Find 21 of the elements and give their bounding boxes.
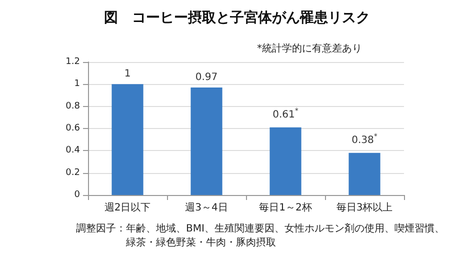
data-label: 0.97 [195,72,218,83]
y-tick-label: 0.4 [66,146,80,156]
chart-title: 図 コーヒー摂取と子宮体がん罹患リスク [104,9,370,26]
y-tick-label: 0.6 [66,124,80,134]
y-tick-label: 1 [74,79,80,90]
bar [112,84,144,195]
x-tick-label: 毎日1～2杯 [259,202,312,214]
x-tick-label: 毎日3杯以上 [336,202,393,214]
y-tick-label: 0 [74,190,80,200]
y-tick-label: 0.2 [66,168,80,178]
bar [270,127,302,195]
text: 緑茶・緑色野菜・牛肉・豚肉摂取 [125,236,276,248]
y-tick-label: 0.8 [66,101,80,112]
y-tick-label: 1.2 [66,57,80,67]
text: 調整因子：年齢、地域、BMI、生殖関連要因、女性ホルモン剤の使用、喫煙習慣、 [76,222,444,234]
bar [190,87,222,195]
x-tick-label: 週2日以下 [104,202,151,214]
data-label: 1 [124,68,131,80]
bar [348,152,380,195]
text: *統計学的に有意差あり [257,42,362,54]
x-tick-label: 週3～4日 [185,202,228,214]
